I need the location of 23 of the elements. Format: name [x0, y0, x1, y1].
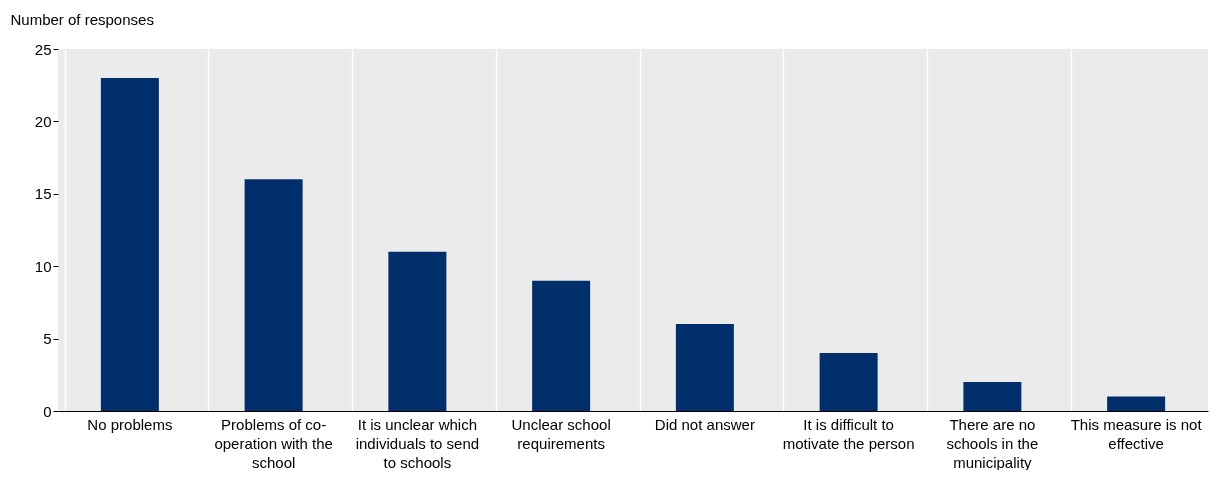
y-axis-title: Number of responses: [10, 10, 154, 28]
y-tick-label: 25: [34, 40, 52, 58]
bar: [244, 179, 303, 411]
x-tick-label: Did not answer: [654, 415, 755, 433]
y-tick-label: 5: [43, 330, 52, 348]
x-tick-label: It is unclear which individuals to send to schools: [355, 415, 480, 471]
x-tick-label: Unclear school requirements: [511, 415, 611, 452]
bar: [819, 353, 878, 411]
x-tick-label: Problems of co-operation with the school: [214, 415, 333, 471]
bar: [1107, 396, 1166, 411]
y-tick-label: 0: [43, 402, 52, 420]
x-tick-label: No problems: [87, 415, 173, 433]
bar: [675, 324, 734, 411]
x-tick-label: It is difficult to motivate the person: [782, 415, 915, 452]
bar: [100, 77, 159, 411]
x-tick-label: There are no schools in the municipality: [946, 415, 1039, 471]
bar: [388, 251, 447, 411]
x-tick-label: This measure is not effective: [1070, 415, 1203, 452]
bar: [963, 382, 1022, 411]
bar: [532, 280, 591, 411]
y-tick-label: 10: [34, 257, 52, 275]
y-tick-label: 15: [34, 185, 52, 203]
y-tick-label: 20: [34, 112, 52, 130]
